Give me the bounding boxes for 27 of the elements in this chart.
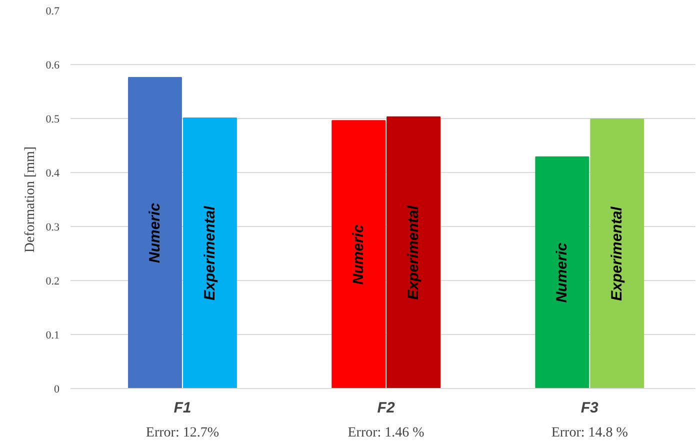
y-tick-label: 0.2	[46, 276, 60, 288]
x-tick-label: F3	[580, 400, 600, 416]
text: Numeric	[146, 202, 164, 263]
bar	[182, 117, 237, 388]
bar	[332, 120, 386, 388]
bar	[386, 116, 441, 388]
y-axis-title: Deformation [mm]	[22, 146, 38, 253]
text: Error: 14.8 %	[551, 426, 628, 440]
y-tick-label: 0	[54, 384, 60, 396]
bar	[535, 156, 590, 388]
y-tick-label: 0.1	[46, 330, 60, 342]
y-tick-label: 0.5	[46, 114, 60, 126]
y-tick-label: 0.6	[46, 60, 60, 72]
bar	[128, 76, 182, 388]
text: Error: 1.46 %	[348, 426, 425, 440]
text: Experimental	[405, 206, 422, 300]
series-label: Experimental	[201, 205, 218, 300]
x-tick-label: F2	[377, 400, 396, 416]
y-tick-label: 0.4	[46, 168, 60, 180]
text: Error: 12.7%	[146, 426, 220, 440]
text: Numeric	[554, 242, 571, 303]
series-label: Numeric	[350, 224, 368, 285]
x-tick-label: F1	[174, 400, 192, 416]
y-tick-label: 0.3	[46, 222, 60, 234]
bar	[590, 118, 644, 388]
y-tick-label: 0.7	[46, 6, 60, 18]
text: Experimental	[608, 206, 626, 301]
